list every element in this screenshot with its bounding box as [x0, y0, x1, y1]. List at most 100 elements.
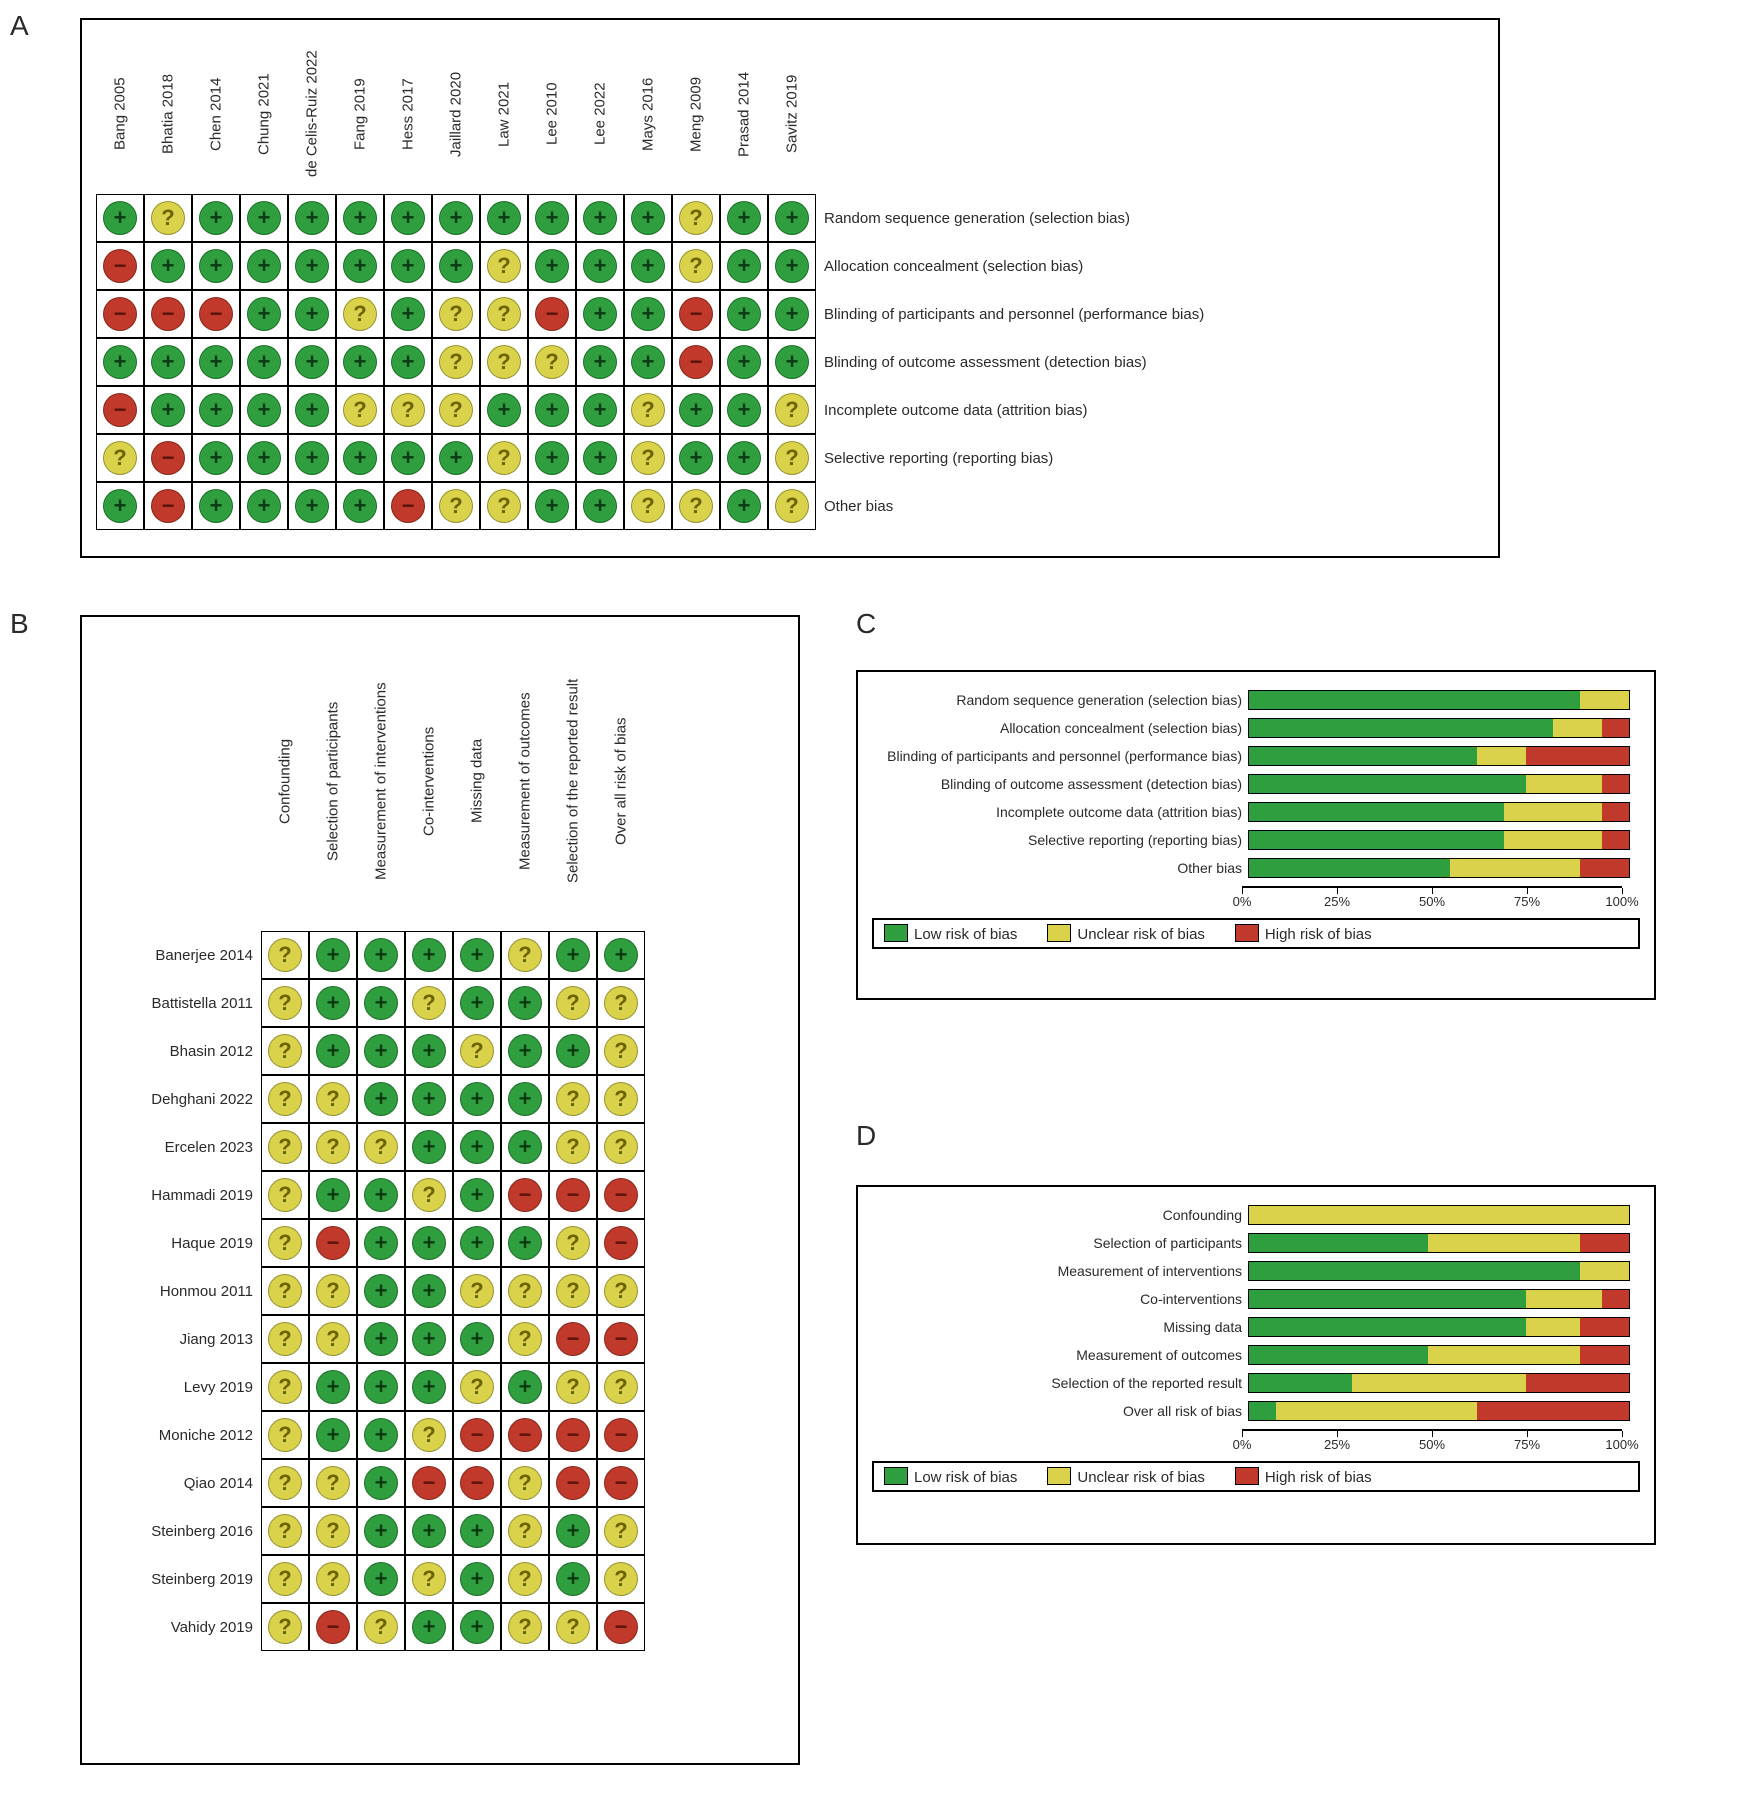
rob-cell — [357, 1075, 405, 1123]
study-col-header: Bang 2005 — [96, 34, 144, 194]
rob-dot — [727, 489, 761, 523]
study-row-header: Haque 2019 — [96, 1219, 261, 1267]
rob-dot — [103, 297, 137, 331]
bar-segment — [1249, 831, 1504, 849]
rob-cell — [96, 242, 144, 290]
rob-dot — [604, 986, 638, 1020]
legend: Low risk of biasUnclear risk of biasHigh… — [872, 1461, 1640, 1492]
rob-cell — [672, 242, 720, 290]
rob-dot — [412, 1034, 446, 1068]
rob-cell — [501, 931, 549, 979]
rob-cell — [576, 434, 624, 482]
rob-cell — [720, 482, 768, 530]
rob-cell — [528, 482, 576, 530]
domain-col-header: Measurement of interventions — [357, 631, 405, 931]
rob-dot — [364, 1082, 398, 1116]
rob-cell — [720, 194, 768, 242]
rob-dot — [487, 249, 521, 283]
rob-cell — [597, 1603, 645, 1651]
rob-dot — [364, 1274, 398, 1308]
rob-dot — [460, 938, 494, 972]
rob-cell — [261, 1267, 309, 1315]
bar-segment — [1249, 803, 1504, 821]
rob-cell — [261, 1123, 309, 1171]
rob-dot — [364, 938, 398, 972]
rob-cell — [240, 194, 288, 242]
stacked-bar-label: Incomplete outcome data (attrition bias) — [872, 804, 1248, 820]
rob-dot — [583, 249, 617, 283]
bar-segment — [1477, 1402, 1629, 1420]
rob-dot — [556, 986, 590, 1020]
rob-dot — [364, 1178, 398, 1212]
rob-cell — [597, 1027, 645, 1075]
rob-dot — [316, 1130, 350, 1164]
rob-cell — [405, 1555, 453, 1603]
rob-dot — [556, 1418, 590, 1452]
rob-cell — [357, 979, 405, 1027]
rob-dot — [364, 1226, 398, 1260]
rob-dot — [412, 1274, 446, 1308]
rob-cell — [261, 1555, 309, 1603]
rob-cell — [480, 194, 528, 242]
rob-dot — [295, 441, 329, 475]
legend: Low risk of biasUnclear risk of biasHigh… — [872, 918, 1640, 949]
rob-cell — [549, 1171, 597, 1219]
rob-dot — [316, 1514, 350, 1548]
rob-dot — [316, 1178, 350, 1212]
rob-cell — [261, 931, 309, 979]
rob-cell — [309, 1123, 357, 1171]
rob-dot — [268, 938, 302, 972]
rob-dot — [679, 489, 713, 523]
bar-segment — [1602, 775, 1629, 793]
rob-cell — [405, 1315, 453, 1363]
rob-cell — [357, 1459, 405, 1507]
rob-dot — [316, 1610, 350, 1644]
rob-dot — [556, 1370, 590, 1404]
bar-segment — [1580, 1346, 1629, 1364]
rob-dot — [727, 345, 761, 379]
stacked-bar-label: Blinding of outcome assessment (detectio… — [872, 776, 1248, 792]
bar-segment — [1249, 1234, 1428, 1252]
rob-dot — [508, 1274, 542, 1308]
rob-cell — [597, 979, 645, 1027]
rob-dot — [439, 297, 473, 331]
rob-cell — [453, 931, 501, 979]
rob-cell — [768, 434, 816, 482]
rob-cell — [357, 1363, 405, 1411]
rob-cell — [309, 1555, 357, 1603]
rob-dot — [508, 1466, 542, 1500]
x-axis: 0%25%50%75%100% — [1242, 1429, 1622, 1455]
stacked-bar — [1248, 1345, 1630, 1365]
rob-dot — [316, 1322, 350, 1356]
rob-dot — [439, 201, 473, 235]
rob-dot — [295, 201, 329, 235]
rob-cell — [432, 290, 480, 338]
rob-cell — [501, 1315, 549, 1363]
rob-dot — [268, 1514, 302, 1548]
rob-dot — [508, 1034, 542, 1068]
rob-cell — [453, 1315, 501, 1363]
rob-dot — [151, 441, 185, 475]
x-tick-label: 75% — [1514, 894, 1540, 909]
stacked-bar — [1248, 1261, 1630, 1281]
rob-dot — [103, 393, 137, 427]
rob-cell — [624, 242, 672, 290]
rob-cell — [261, 979, 309, 1027]
rob-cell — [96, 386, 144, 434]
study-col-header: Prasad 2014 — [720, 34, 768, 194]
rob-cell — [720, 290, 768, 338]
rob-cell — [453, 1507, 501, 1555]
bar-segment — [1580, 1318, 1629, 1336]
rob-cell — [405, 1027, 453, 1075]
rob-cell — [453, 1555, 501, 1603]
rob-cell — [624, 482, 672, 530]
rob-cell — [309, 1075, 357, 1123]
rob-dot — [103, 441, 137, 475]
rob-dot — [604, 1370, 638, 1404]
rob-dot — [556, 1130, 590, 1164]
rob-cell — [480, 338, 528, 386]
rob-cell — [240, 242, 288, 290]
study-row-header: Jiang 2013 — [96, 1315, 261, 1363]
rob-dot — [679, 201, 713, 235]
rob-cell — [624, 290, 672, 338]
